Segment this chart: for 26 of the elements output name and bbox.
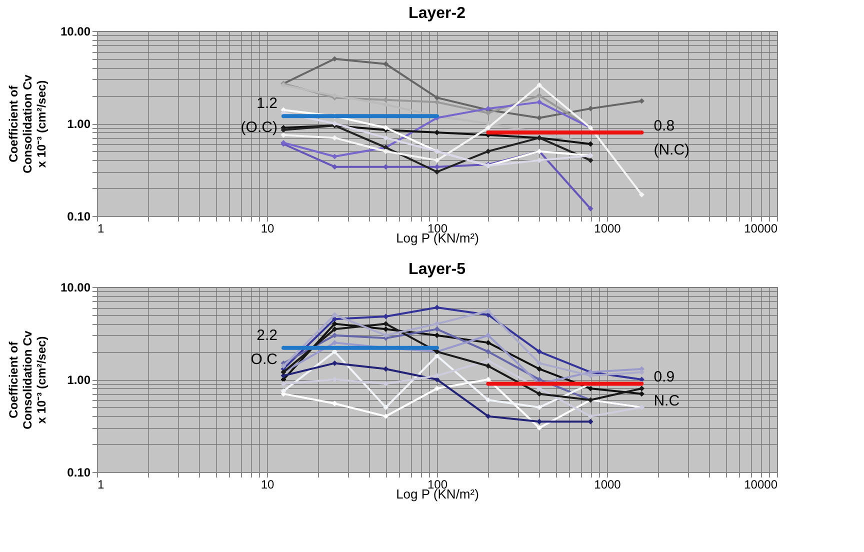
annotation: 0.8 xyxy=(654,117,675,134)
x-tick-label: 1000 xyxy=(594,222,622,236)
annotation: 1.2 xyxy=(256,95,278,112)
y-tick-label: 0.10 xyxy=(67,210,91,224)
annotation: (O.C) xyxy=(240,119,278,136)
y-tick-label: 10.00 xyxy=(60,24,91,38)
annotation: O.C xyxy=(250,350,278,368)
annotation: (N.C) xyxy=(654,141,690,158)
x-tick-label: 10000 xyxy=(744,478,778,492)
x-tick-label: 10 xyxy=(260,222,274,236)
annotation: 0.9 xyxy=(654,368,675,386)
annotation: N.C xyxy=(654,392,680,410)
y-axis-title: Coefficient of Consolidation Cv x 10⁻³ (cm²/sec) xyxy=(6,330,48,430)
y-tick-label: 1.00 xyxy=(67,117,91,131)
chart-title: Layer-2 xyxy=(408,5,466,22)
x-tick-label: 1 xyxy=(98,478,104,492)
x-tick-label: 1000 xyxy=(594,478,622,492)
annotation: 2.2 xyxy=(256,326,278,344)
y-tick-label: 1.00 xyxy=(67,373,91,387)
x-tick-label: 10 xyxy=(260,478,274,492)
y-tick-label: 0.10 xyxy=(67,466,91,480)
y-axis-title: Coefficient of Consolidation Cv x 10⁻³ (cm²/sec) xyxy=(6,74,48,174)
chart-title: Layer-5 xyxy=(408,261,466,278)
y-tick-label: 10.00 xyxy=(60,280,91,294)
x-tick-label: 10000 xyxy=(744,222,778,236)
x-tick-label: 1 xyxy=(98,222,104,236)
